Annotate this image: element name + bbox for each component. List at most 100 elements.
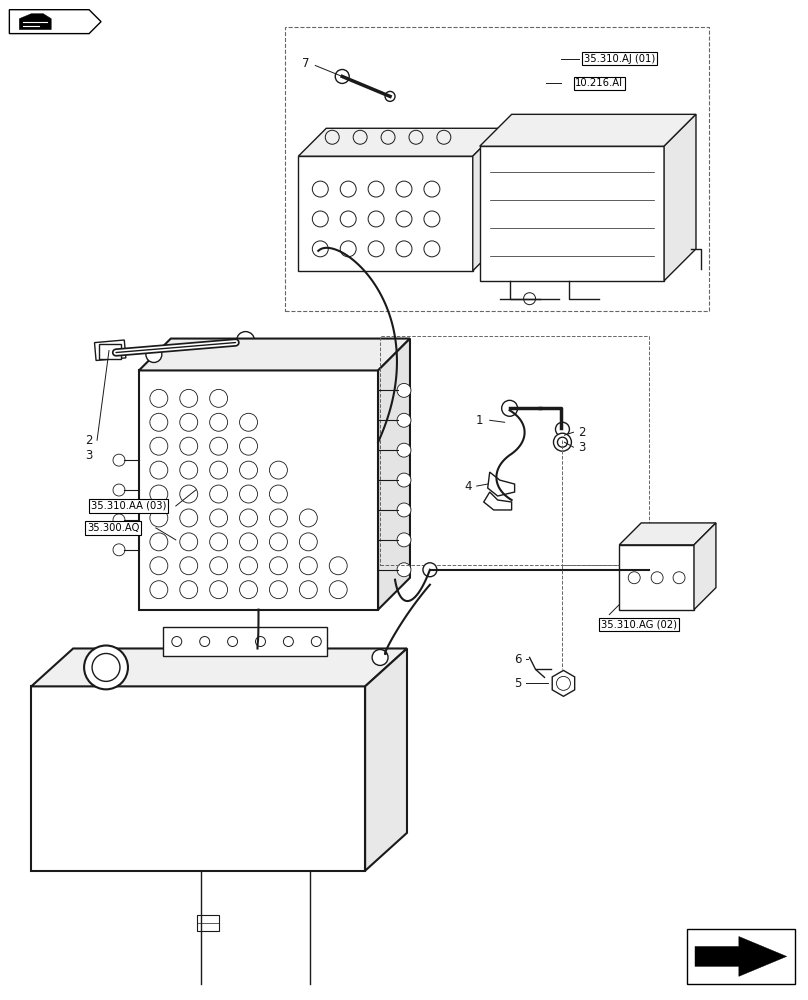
Text: 4: 4 <box>464 480 472 493</box>
Polygon shape <box>473 128 501 271</box>
Text: 2: 2 <box>578 426 585 439</box>
Circle shape <box>239 557 258 575</box>
Polygon shape <box>619 523 716 545</box>
Circle shape <box>209 485 228 503</box>
Text: 35.310.AG (02): 35.310.AG (02) <box>601 620 677 630</box>
Circle shape <box>209 413 228 431</box>
Polygon shape <box>484 492 511 510</box>
Polygon shape <box>480 114 696 146</box>
Circle shape <box>397 563 411 577</box>
Circle shape <box>149 485 168 503</box>
Circle shape <box>423 563 437 577</box>
Circle shape <box>149 437 168 455</box>
Circle shape <box>113 544 125 556</box>
Polygon shape <box>480 146 664 281</box>
Circle shape <box>397 443 411 457</box>
Circle shape <box>209 581 228 599</box>
Circle shape <box>313 181 328 197</box>
Circle shape <box>149 413 168 431</box>
Circle shape <box>179 461 198 479</box>
Circle shape <box>396 181 412 197</box>
Circle shape <box>239 437 258 455</box>
Circle shape <box>381 130 395 144</box>
Circle shape <box>269 461 288 479</box>
Circle shape <box>149 581 168 599</box>
Circle shape <box>200 637 209 646</box>
Circle shape <box>396 211 412 227</box>
Polygon shape <box>298 156 473 271</box>
Text: 2: 2 <box>86 434 93 447</box>
Circle shape <box>239 533 258 551</box>
Circle shape <box>299 509 318 527</box>
Circle shape <box>284 637 293 646</box>
Circle shape <box>313 241 328 257</box>
Text: 6: 6 <box>514 653 521 666</box>
Bar <box>196 915 219 931</box>
Circle shape <box>424 241 440 257</box>
Circle shape <box>209 461 228 479</box>
Text: 1: 1 <box>476 414 483 427</box>
Circle shape <box>299 581 318 599</box>
Circle shape <box>209 437 228 455</box>
Polygon shape <box>694 523 716 610</box>
Circle shape <box>340 211 356 227</box>
Circle shape <box>179 389 198 407</box>
Bar <box>285 27 709 311</box>
Bar <box>380 336 649 565</box>
Polygon shape <box>10 10 101 34</box>
Polygon shape <box>552 670 574 696</box>
Circle shape <box>239 509 258 527</box>
Circle shape <box>424 181 440 197</box>
Text: 35.310.AJ (01): 35.310.AJ (01) <box>583 54 654 64</box>
Polygon shape <box>139 370 378 610</box>
Circle shape <box>555 422 570 436</box>
Circle shape <box>313 211 328 227</box>
Bar <box>95 340 126 360</box>
Circle shape <box>329 557 347 575</box>
Text: 3: 3 <box>86 449 93 462</box>
Circle shape <box>209 533 228 551</box>
Circle shape <box>299 557 318 575</box>
Circle shape <box>269 509 288 527</box>
Bar <box>163 627 327 656</box>
Text: 3: 3 <box>578 441 585 454</box>
Circle shape <box>239 461 258 479</box>
Circle shape <box>299 533 318 551</box>
Circle shape <box>269 533 288 551</box>
Circle shape <box>524 293 536 305</box>
Text: 35.300.AQ: 35.300.AQ <box>86 523 139 533</box>
Circle shape <box>409 130 423 144</box>
Circle shape <box>385 91 395 101</box>
Circle shape <box>372 649 388 665</box>
Circle shape <box>172 637 182 646</box>
Circle shape <box>113 514 125 526</box>
Polygon shape <box>378 339 410 610</box>
Circle shape <box>179 485 198 503</box>
Circle shape <box>179 557 198 575</box>
Circle shape <box>558 437 567 447</box>
Circle shape <box>239 485 258 503</box>
Circle shape <box>209 389 228 407</box>
Polygon shape <box>19 14 51 30</box>
Circle shape <box>113 454 125 466</box>
Circle shape <box>396 241 412 257</box>
Circle shape <box>424 211 440 227</box>
Circle shape <box>84 645 128 689</box>
Circle shape <box>92 653 120 681</box>
Circle shape <box>179 581 198 599</box>
Circle shape <box>179 533 198 551</box>
Circle shape <box>368 211 384 227</box>
Circle shape <box>209 557 228 575</box>
Circle shape <box>239 413 258 431</box>
Circle shape <box>502 400 518 416</box>
Circle shape <box>340 181 356 197</box>
Circle shape <box>673 572 685 584</box>
Circle shape <box>149 509 168 527</box>
Circle shape <box>255 637 266 646</box>
Text: 35.310.AA (03): 35.310.AA (03) <box>91 501 166 511</box>
Circle shape <box>397 413 411 427</box>
Polygon shape <box>695 936 787 976</box>
Circle shape <box>146 347 162 362</box>
Circle shape <box>311 637 322 646</box>
Circle shape <box>553 433 571 451</box>
